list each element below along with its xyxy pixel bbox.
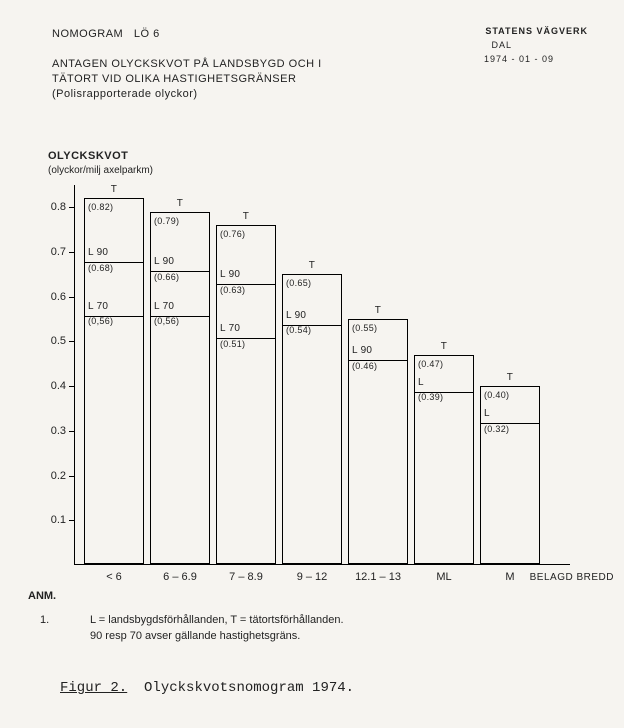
bar-segment-label: L 90 <box>88 247 108 258</box>
bar-value-label: (0,56) <box>88 316 113 326</box>
bar: (0.47) L (0.39) <box>414 355 474 564</box>
x-tick-label: ML <box>436 571 451 583</box>
bar-segment-label: T <box>375 305 381 316</box>
y-tick-label: 0.4 <box>40 380 66 392</box>
bar-value-label: (0.47) <box>418 359 443 369</box>
bar-value-label: (0.63) <box>220 285 245 295</box>
bar: (0.40) L (0.32) <box>480 386 540 564</box>
bar-segment-label: T <box>309 260 315 271</box>
bar-value-label: (0.66) <box>154 272 179 282</box>
bar-segment-label: L 90 <box>154 256 174 267</box>
y-tick <box>69 386 74 387</box>
bar-segment-label: L 90 <box>220 269 240 280</box>
bar-value-label: (0.54) <box>286 325 311 335</box>
x-tick-label: 6 – 6.9 <box>163 571 197 583</box>
bar-value-label: (0.46) <box>352 361 377 371</box>
y-tick <box>69 476 74 477</box>
x-axis <box>74 564 570 565</box>
x-axis-title: BELAGD BREDD <box>530 572 614 583</box>
figure-label: Figur 2. <box>60 680 127 696</box>
x-tick-label: 7 – 8.9 <box>229 571 263 583</box>
y-axis-title: OLYCKSKVOT <box>48 150 128 162</box>
notes-heading: ANM. <box>28 590 56 602</box>
y-tick-label: 0.8 <box>40 201 66 213</box>
bar-value-label: (0.76) <box>220 229 245 239</box>
y-tick <box>69 520 74 521</box>
bar: (0.65) L 90 (0.54) <box>282 274 342 564</box>
bar: (0.82) L 90 (0.68) L 70 (0,56) <box>84 198 144 564</box>
bar-segment-label: L 70 <box>154 301 174 312</box>
y-tick <box>69 431 74 432</box>
figure-caption: Figur 2. Olyckskvotsnomogram 1974. <box>60 680 354 696</box>
note-line-2: 90 resp 70 avser gällande hastighetsgrän… <box>90 630 300 642</box>
title-line-1: ANTAGEN OLYCKSKVOT PÅ LANDSBYGD OCH I <box>52 58 322 70</box>
note-number: 1. <box>40 614 49 626</box>
x-tick-label: 9 – 12 <box>297 571 328 583</box>
y-tick-label: 0.3 <box>40 425 66 437</box>
bar-value-label: (0.51) <box>220 339 245 349</box>
bar-value-label: (0.79) <box>154 216 179 226</box>
y-tick-label: 0.6 <box>40 291 66 303</box>
agency-line-2: DAL <box>491 40 512 50</box>
bar: (0.55) L 90 (0.46) <box>348 319 408 564</box>
bar-segment-label: L <box>418 377 424 388</box>
bar-value-label: (0.55) <box>352 323 377 333</box>
title-line-2: TÄTORT VID OLIKA HASTIGHETSGRÄNSER <box>52 73 296 85</box>
y-axis-subtitle: (olyckor/milj axelparkm) <box>48 165 153 176</box>
bar-segment-label: L 70 <box>220 323 240 334</box>
bar-value-label: (0.32) <box>484 424 509 434</box>
y-tick <box>69 252 74 253</box>
y-tick-label: 0.5 <box>40 335 66 347</box>
bar-segment-label: L 90 <box>352 345 372 356</box>
bar-value-label: (0.65) <box>286 278 311 288</box>
nomogram-label: NOMOGRAM LÖ 6 <box>52 28 160 40</box>
bar-value-label: (0.40) <box>484 390 509 400</box>
x-tick-label: < 6 <box>106 571 122 583</box>
bar-segment-label: T <box>177 198 183 209</box>
figure-text: Olyckskvotsnomogram 1974. <box>144 680 354 696</box>
bar-value-label: (0.39) <box>418 392 443 402</box>
y-tick-label: 0.2 <box>40 470 66 482</box>
bar-segment-label: L <box>484 408 490 419</box>
page-sheet: NOMOGRAM LÖ 6 STATENS VÄGVERK DAL 1974 -… <box>0 0 624 728</box>
bar: (0.76) L 90 (0.63) L 70 (0.51) <box>216 225 276 564</box>
bar: (0.79) L 90 (0.66) L 70 (0,56) <box>150 212 210 564</box>
bar-value-label: (0.68) <box>88 263 113 273</box>
agency-line-1: STATENS VÄGVERK <box>485 26 588 36</box>
y-tick-label: 0.7 <box>40 246 66 258</box>
y-tick <box>69 207 74 208</box>
y-axis <box>74 185 75 565</box>
chart-area: BELAGD BREDD 0.10.20.30.40.50.60.70.8(0.… <box>40 185 560 565</box>
title-line-3: (Polisrapporterade olyckor) <box>52 88 198 100</box>
y-tick <box>69 341 74 342</box>
x-tick-label: M <box>505 571 514 583</box>
note-line-1: L = landsbygdsförhållanden, T = tätortsf… <box>90 614 344 626</box>
x-tick-label: 12.1 – 13 <box>355 571 401 583</box>
bar-value-label: (0,56) <box>154 316 179 326</box>
y-tick <box>69 297 74 298</box>
agency-date: 1974 - 01 - 09 <box>484 54 554 64</box>
bar-value-label: (0.82) <box>88 202 113 212</box>
bar-segment-label: T <box>507 372 513 383</box>
bar-segment-label: L 70 <box>88 301 108 312</box>
y-tick-label: 0.1 <box>40 514 66 526</box>
bar-segment-label: T <box>111 184 117 195</box>
bar-segment-label: T <box>243 211 249 222</box>
bar-segment-label: T <box>441 341 447 352</box>
bar-segment-label: L 90 <box>286 310 306 321</box>
